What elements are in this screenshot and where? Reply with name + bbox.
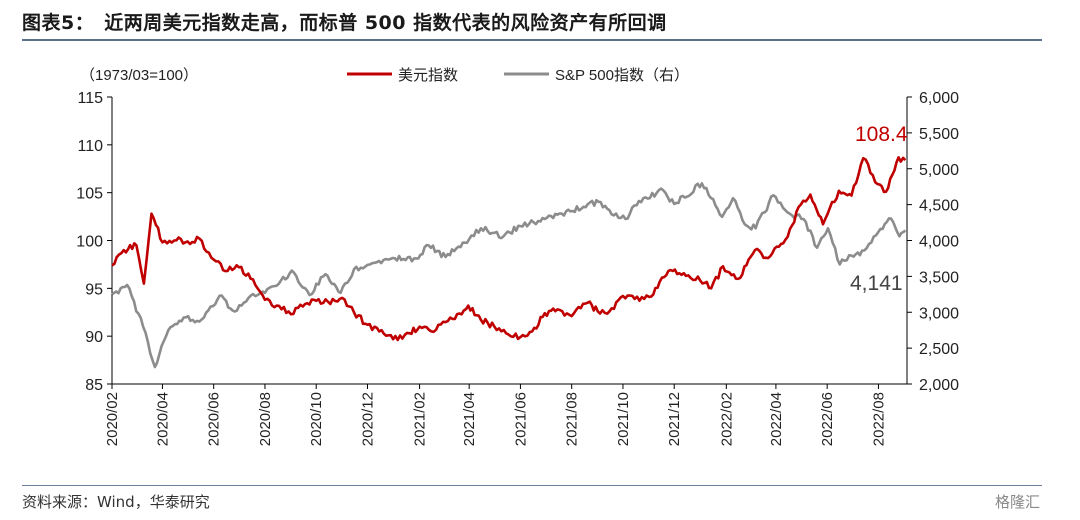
usd-end-label: 108.4 xyxy=(855,123,908,146)
right-tick-label: 6,000 xyxy=(919,90,959,107)
left-tick-label: 100 xyxy=(76,234,103,251)
left-axis-unit-label: （1973/03=100） xyxy=(80,67,198,84)
right-tick-label: 4,000 xyxy=(919,234,959,251)
x-tick-label: 2021/12 xyxy=(666,392,683,446)
watermark-logo: 格隆汇 xyxy=(994,494,1040,511)
right-tick-label: 2,000 xyxy=(919,377,959,394)
x-tick-label: 2020/12 xyxy=(359,392,376,446)
x-tick-label: 2020/04 xyxy=(154,392,171,446)
right-tick-label: 5,500 xyxy=(919,126,959,143)
x-tick-label: 2021/04 xyxy=(461,392,478,446)
x-tick-label: 2022/02 xyxy=(718,392,735,446)
source-note: 资料来源：Wind，华泰研究 xyxy=(22,493,210,511)
spx-line xyxy=(111,182,907,369)
right-tick-label: 3,000 xyxy=(919,305,959,322)
left-tick-label: 95 xyxy=(85,281,103,298)
right-tick-label: 2,500 xyxy=(919,341,959,358)
title-rule xyxy=(22,39,1042,41)
x-tick-label: 2020/10 xyxy=(308,392,325,446)
x-tick-label: 2021/10 xyxy=(615,392,632,446)
x-tick-label: 2020/02 xyxy=(104,392,121,446)
legend-spx-label: S&P 500指数（右） xyxy=(555,67,689,84)
left-tick-label: 110 xyxy=(77,138,103,155)
right-tick-label: 4,500 xyxy=(919,198,959,215)
spx-end-label: 4,141 xyxy=(850,272,903,295)
right-tick-label: 3,500 xyxy=(919,269,959,286)
chart-title: 图表5： 近两周美元指数走高，而标普 500 指数代表的风险资产有所回调 xyxy=(22,12,667,34)
x-tick-label: 2022/08 xyxy=(870,392,887,446)
left-tick-label: 85 xyxy=(85,377,103,394)
x-tick-label: 2022/06 xyxy=(819,392,836,446)
left-tick-label: 90 xyxy=(85,329,103,346)
right-tick-label: 5,000 xyxy=(919,162,959,179)
x-tick-label: 2020/08 xyxy=(257,392,274,446)
x-tick-label: 2020/06 xyxy=(206,392,223,446)
x-tick-label: 2021/08 xyxy=(564,392,581,446)
legend-usd-label: 美元指数 xyxy=(398,67,458,84)
usd-line xyxy=(111,156,907,342)
footer-rule xyxy=(22,485,1042,486)
x-tick-label: 2021/02 xyxy=(412,392,429,446)
x-tick-label: 2022/04 xyxy=(768,392,785,446)
left-tick-label: 115 xyxy=(77,90,103,107)
left-tick-label: 105 xyxy=(76,186,103,203)
x-tick-label: 2021/06 xyxy=(512,392,529,446)
